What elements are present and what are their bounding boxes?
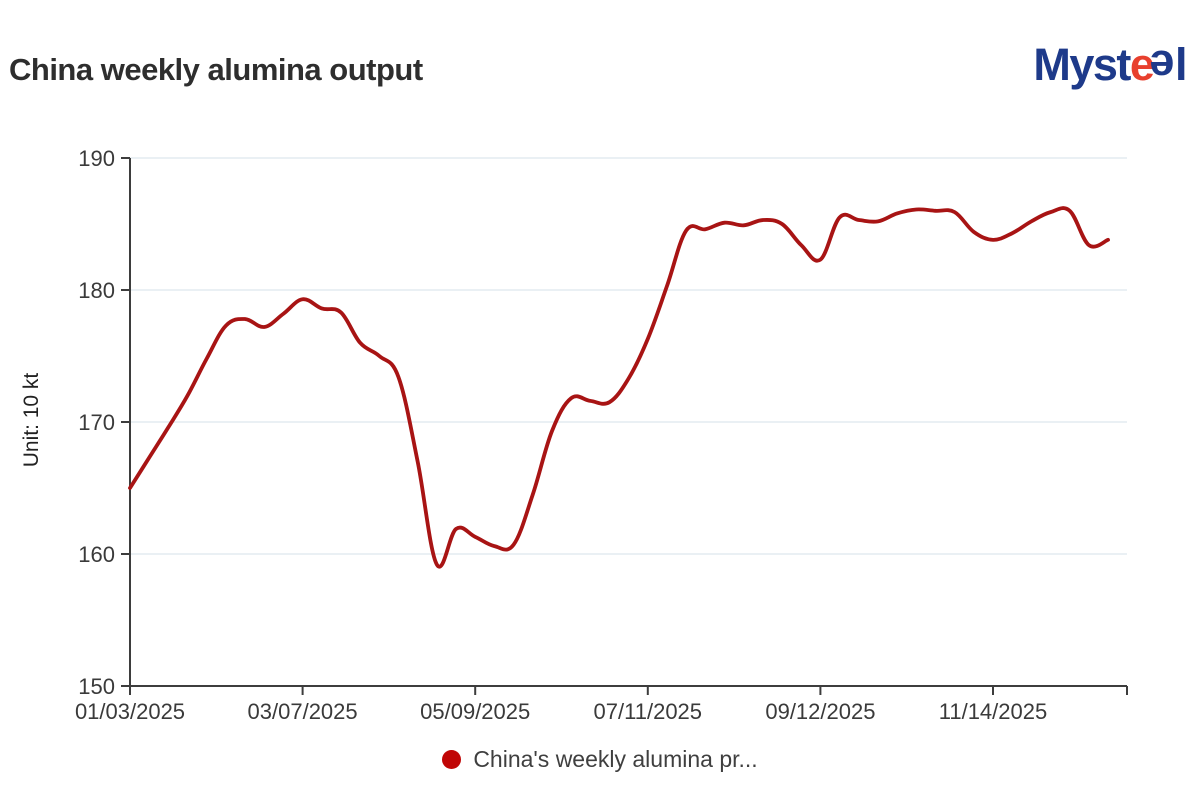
- y-tick-label: 150: [78, 674, 115, 699]
- logo-text-prefix: Myst: [1033, 39, 1131, 90]
- y-tick-label: 170: [78, 410, 115, 435]
- x-tick-label: 05/09/2025: [420, 699, 530, 724]
- logo-red-e: e: [1129, 39, 1155, 90]
- y-tick-label: 180: [78, 278, 115, 303]
- legend-dot-icon: [442, 750, 462, 769]
- legend-item[interactable]: China's weekly alumina pr...: [0, 746, 1200, 773]
- x-tick-label: 03/07/2025: [248, 699, 358, 724]
- y-tick-label: 160: [78, 542, 115, 567]
- legend-label: China's weekly alumina pr...: [473, 746, 758, 772]
- mysteel-logo: Mysteel: [1033, 39, 1188, 92]
- x-tick-label: 07/11/2025: [594, 699, 702, 724]
- series-line: [128, 206, 1110, 569]
- x-tick-label: 09/12/2025: [765, 699, 875, 724]
- x-tick-label: 01/03/2025: [75, 699, 185, 724]
- y-tick-label: 190: [78, 146, 115, 171]
- page-title: China weekly alumina output: [9, 52, 423, 87]
- logo-text-suffix: l: [1174, 39, 1188, 90]
- x-tick-label: 11/14/2025: [939, 699, 1047, 724]
